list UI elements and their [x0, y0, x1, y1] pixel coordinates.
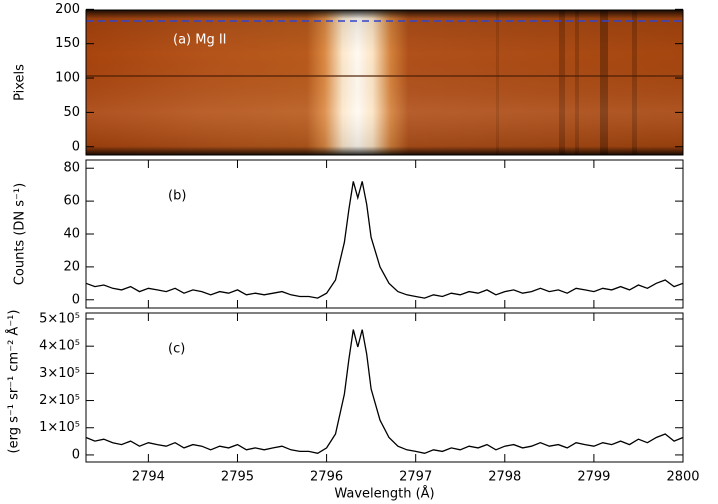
plot-frame — [85, 159, 684, 309]
spectrogram — [86, 10, 683, 155]
plot-frame — [85, 312, 684, 463]
annotation: (c) — [168, 342, 185, 357]
y-tick-label: 100 — [55, 71, 80, 86]
y-tick-label: 60 — [63, 194, 80, 209]
y-axis-label: (erg s⁻¹ sr⁻¹ cm⁻² Å⁻¹) — [6, 310, 22, 454]
y-tick-label: 0 — [72, 139, 80, 154]
y-tick-label: 1×10⁵ — [39, 420, 80, 435]
x-tick-label: 2800 — [666, 470, 699, 485]
y-tick-label: 0 — [72, 292, 80, 307]
spectrum-line — [85, 329, 684, 454]
spectrum-line — [85, 181, 684, 299]
y-axis-label: Pixels — [13, 64, 28, 101]
annotation: (a) Mg II — [173, 33, 227, 48]
y-tick-label: 2×10⁵ — [39, 393, 80, 408]
x-tick-label: 2799 — [577, 470, 610, 485]
y-axis-label: Counts (DN s⁻¹) — [13, 183, 28, 285]
y-tick-label: 3×10⁵ — [39, 366, 80, 381]
y-tick-label: 200 — [55, 2, 80, 17]
y-tick-label: 4×10⁵ — [39, 339, 80, 354]
y-tick-label: 0 — [72, 447, 80, 462]
y-tick-label: 40 — [63, 227, 80, 242]
x-tick-label: 2798 — [488, 470, 521, 485]
x-axis-label: Wavelength (Å) — [334, 486, 434, 502]
x-tick-label: 2795 — [221, 470, 254, 485]
annotation: (b) — [168, 189, 186, 204]
x-tick-label: 2794 — [132, 470, 165, 485]
x-tick-label: 2796 — [310, 470, 343, 485]
y-tick-label: 50 — [63, 105, 80, 120]
y-tick-label: 5×10⁵ — [39, 311, 80, 326]
y-tick-label: 80 — [63, 161, 80, 176]
y-tick-label: 150 — [55, 36, 80, 51]
x-tick-label: 2797 — [399, 470, 432, 485]
plot-frame — [85, 9, 684, 156]
y-tick-label: 20 — [63, 259, 80, 274]
